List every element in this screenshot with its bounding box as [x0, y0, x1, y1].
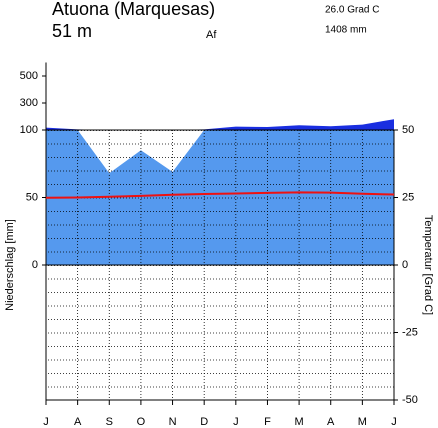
- x-tick-label: F: [264, 416, 271, 428]
- y-axis-label: Niederschlag [mm]: [4, 219, 16, 311]
- y2-tick-label: 50: [402, 124, 414, 136]
- x-tick-label: O: [137, 416, 146, 428]
- x-tick-label: A: [74, 416, 82, 428]
- y2-tick-label: 0: [402, 259, 408, 271]
- precipitation-excess-area: [46, 119, 394, 130]
- y-tick-label: 0: [32, 259, 38, 271]
- y-tick-label: 50: [26, 191, 38, 203]
- x-tick-label: D: [200, 416, 208, 428]
- x-tick-label: A: [327, 416, 335, 428]
- x-tick-label: J: [233, 416, 239, 428]
- x-tick-label: J: [391, 416, 397, 428]
- annual-precipitation: 1408 mm: [325, 25, 367, 36]
- y-tick-label: 500: [20, 70, 38, 82]
- x-tick-label: M: [295, 416, 304, 428]
- temperature-line: [45, 191, 395, 199]
- x-tick-label: J: [43, 416, 49, 428]
- x-tick-label: M: [358, 416, 367, 428]
- climate-class: Af: [206, 29, 217, 41]
- y2-axis-label: Temperatur [Grad C]: [422, 215, 434, 315]
- annual-temperature: 26.0 Grad C: [325, 5, 379, 16]
- y2-tick-label: -25: [402, 326, 418, 338]
- y-tick-label: 100: [20, 124, 38, 136]
- y2-tick-label: -50: [402, 394, 418, 406]
- title: Atuona (Marquesas): [52, 0, 215, 19]
- y2-tick-label: 25: [402, 191, 414, 203]
- y-tick-label: 300: [20, 97, 38, 109]
- x-tick-label: S: [106, 416, 113, 428]
- elevation: 51 m: [52, 21, 92, 41]
- x-tick-label: N: [169, 416, 177, 428]
